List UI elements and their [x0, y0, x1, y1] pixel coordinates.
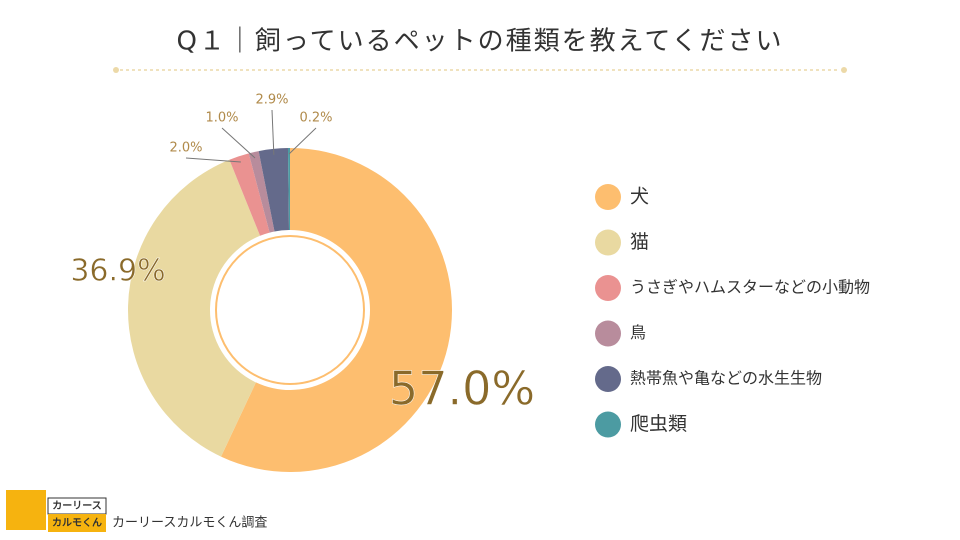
- legend-swatch: [595, 184, 621, 210]
- donut-slice: [287, 148, 290, 231]
- legend-label: うさぎやハムスターなどの小動物: [630, 278, 870, 297]
- legend-swatch: [595, 366, 621, 392]
- value-label: 36.9%: [70, 254, 165, 289]
- logo-text: カーリース: [52, 500, 102, 512]
- legend-swatch: [595, 320, 621, 347]
- rule-dot: [113, 67, 119, 73]
- logo: カーリース カルモくん: [6, 490, 107, 532]
- leader-line: [185, 157, 241, 163]
- logo-text: カルモくん: [52, 517, 102, 529]
- value-label: 2.9%: [255, 93, 288, 108]
- donut-slice: [258, 148, 289, 232]
- leader-line: [271, 109, 275, 155]
- legend-label: 熱帯魚や亀などの水生生物: [630, 369, 822, 388]
- source: カーリースカルモくん調査: [112, 516, 267, 531]
- donut-slice: [229, 153, 270, 236]
- legend-label: 鳥: [630, 323, 646, 342]
- legend-label: 猫: [630, 231, 649, 253]
- rule-dot: [841, 67, 847, 73]
- value-label: 57.0%: [389, 362, 535, 416]
- logo-icon: [6, 490, 46, 530]
- value-label: 2.0%: [169, 141, 202, 156]
- value-label: 1.0%: [205, 111, 238, 126]
- legend-swatch: [595, 229, 621, 256]
- value-label: 0.2%: [299, 111, 332, 126]
- donut-slice: [248, 151, 275, 233]
- legend-swatch: [595, 275, 621, 301]
- legend-label: 爬虫類: [630, 413, 687, 435]
- donut-slice: [221, 148, 453, 473]
- leader-line: [288, 127, 317, 155]
- logo-box: [48, 514, 106, 532]
- legend-swatch: [595, 411, 621, 438]
- legend-label: 犬: [630, 186, 649, 208]
- chart-title: Q１｜飼っているペットの種類を教えてください: [176, 27, 783, 57]
- donut-slice: [128, 159, 261, 457]
- leader-line: [221, 127, 256, 159]
- inner-ring: [215, 235, 365, 385]
